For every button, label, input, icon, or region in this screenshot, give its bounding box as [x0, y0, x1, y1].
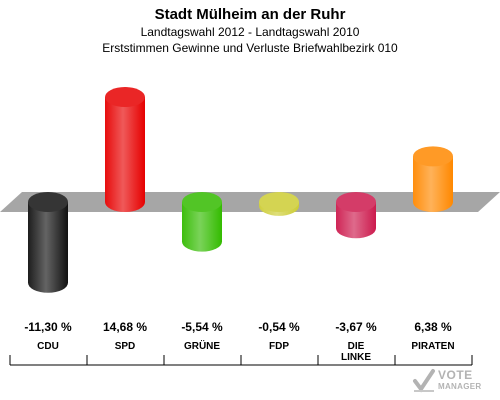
vote-manager-logo: VOTE MANAGER: [412, 366, 494, 396]
bar-spd: [105, 87, 145, 212]
category-label: SPD: [115, 341, 136, 352]
category-label: PIRATEN: [411, 341, 454, 352]
bar-fdp: [259, 192, 299, 216]
category-label: CDU: [37, 341, 59, 352]
chart-title: Stadt Mülheim an der Ruhr: [154, 6, 346, 23]
category-label: FDP: [269, 341, 289, 352]
bar-cdu: [28, 192, 68, 293]
checkmark-icon: [413, 369, 435, 393]
category-label: GRÜNE: [184, 339, 220, 352]
value-labels-group: -11,30 % 14,68 % -5,54 % -0,54 % -3,67 % 6,38…: [24, 320, 452, 334]
watermark-line1: VOTE: [438, 368, 473, 382]
value-label: -5,54 %: [181, 320, 223, 334]
category-label: DIE: [348, 341, 365, 352]
bar-die-linke: [336, 192, 376, 239]
value-label: -0,54 %: [258, 320, 300, 334]
chart-subtitle-2: Erststimmen Gewinne und Verluste Briefwa…: [102, 41, 398, 55]
bars-group: [28, 87, 453, 293]
bar-piraten: [413, 146, 453, 212]
category-label: LINKE: [341, 352, 371, 363]
bar-grüne: [182, 192, 222, 252]
value-label: -11,30 %: [24, 320, 72, 334]
value-label: -3,67 %: [335, 320, 377, 334]
chart-subtitle: Landtagswahl 2012 - Landtagswahl 2010: [140, 25, 360, 39]
value-label: 6,38 %: [414, 320, 452, 334]
watermark-line2: MANAGER: [438, 382, 482, 391]
value-label: 14,68 %: [103, 320, 147, 334]
